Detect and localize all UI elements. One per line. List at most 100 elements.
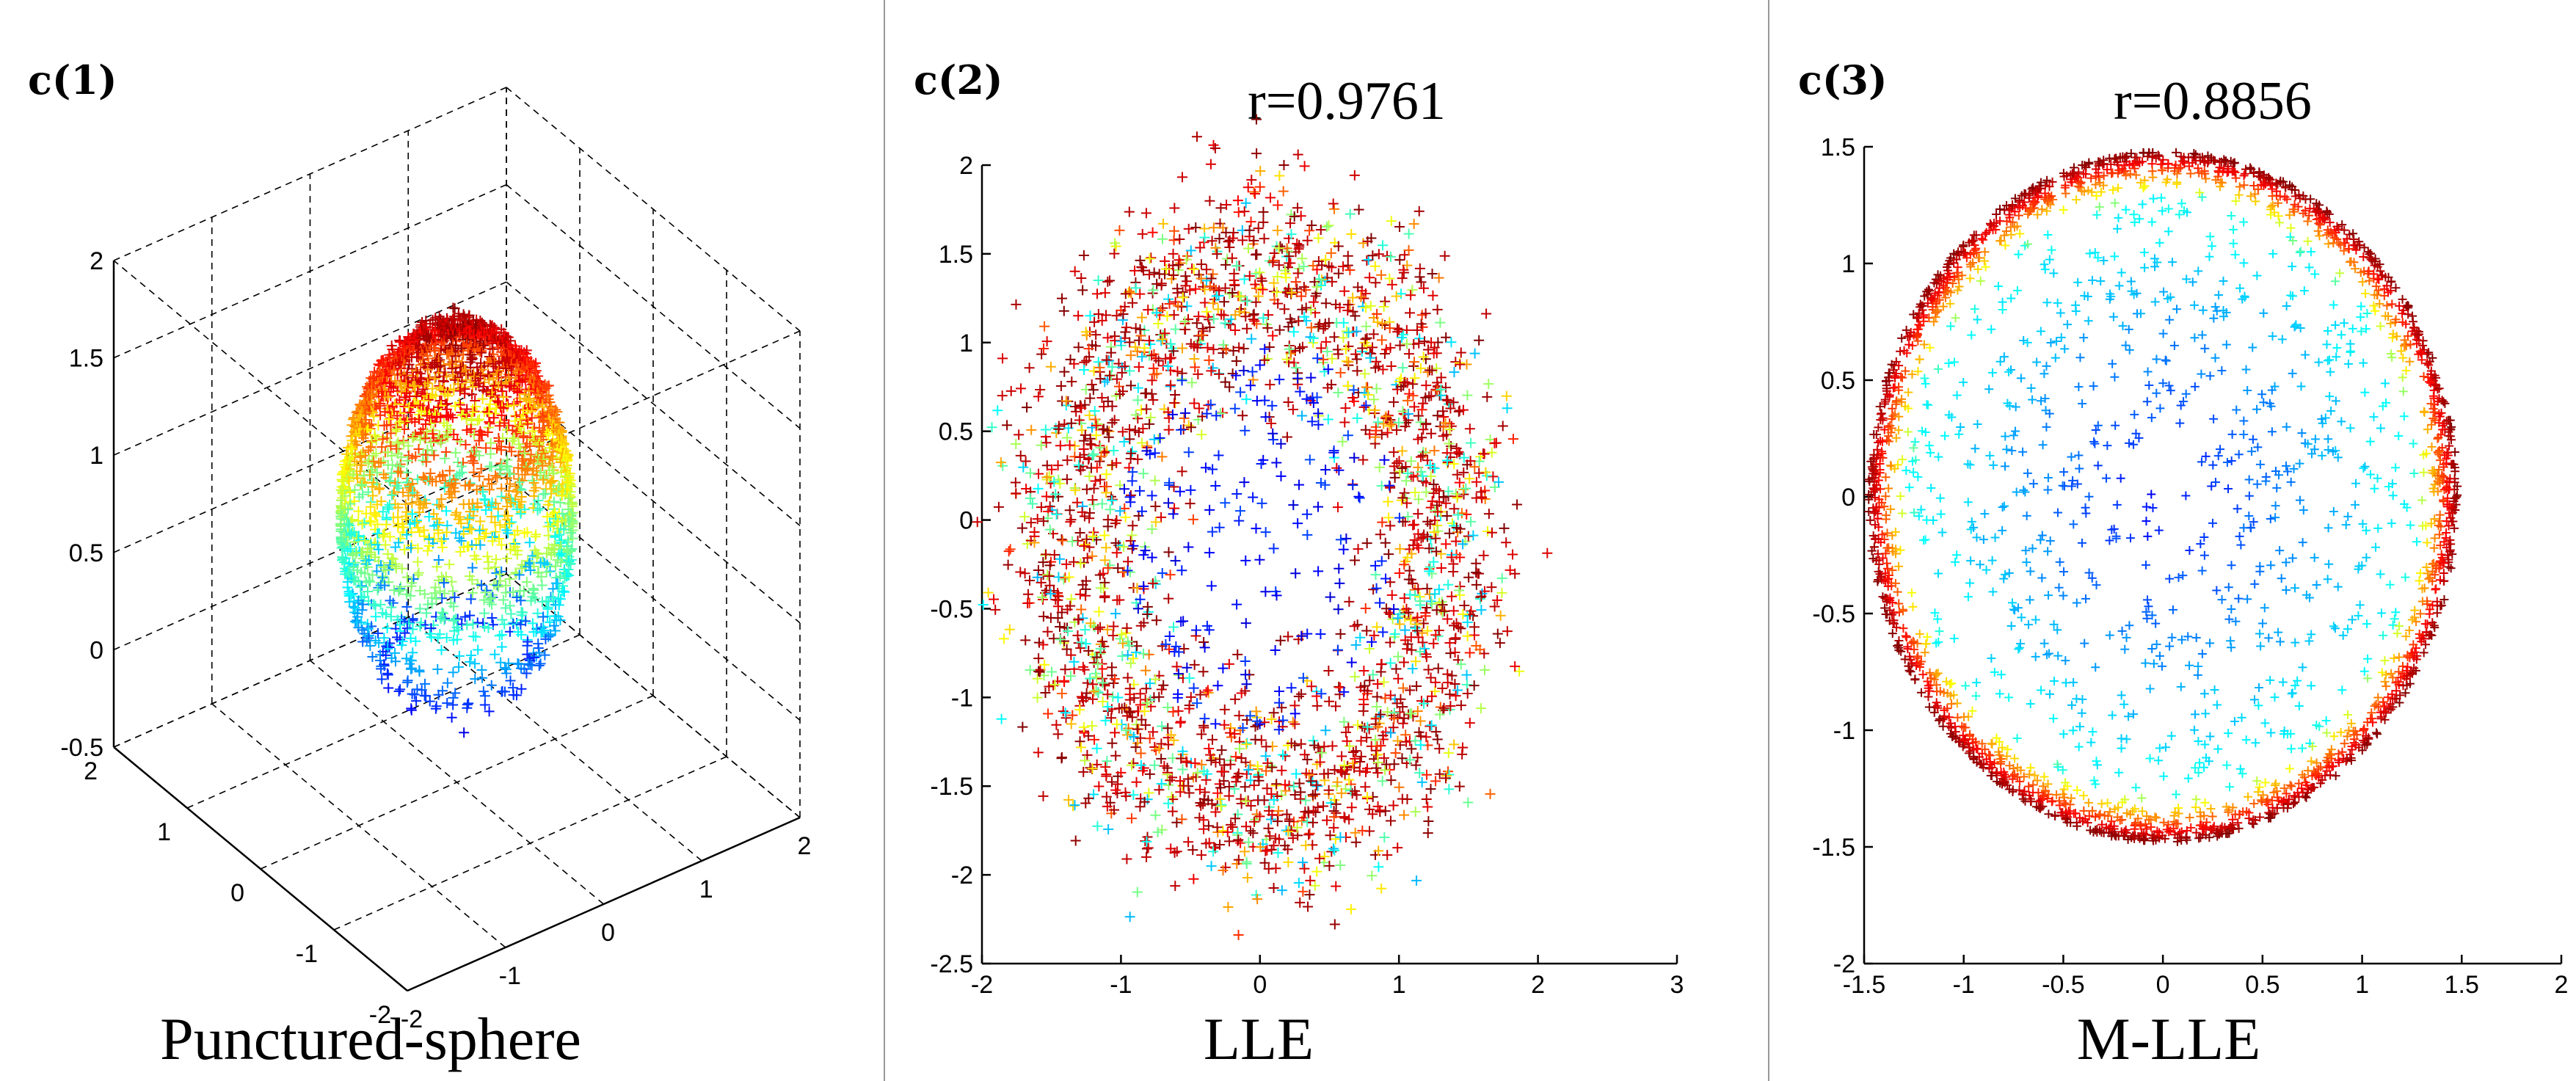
point	[482, 426, 493, 437]
point	[1462, 616, 1473, 627]
point	[401, 572, 412, 583]
point	[1397, 273, 1408, 284]
point	[1087, 694, 1098, 705]
point	[487, 599, 498, 610]
point	[1397, 363, 1408, 374]
z-tick-label: 2	[90, 247, 103, 275]
point	[1102, 689, 1113, 700]
point	[993, 501, 1004, 512]
point	[1206, 273, 1217, 284]
point	[1314, 410, 1325, 421]
point	[465, 376, 476, 387]
point	[1198, 636, 1209, 647]
point	[1135, 748, 1146, 759]
point	[1149, 369, 1160, 380]
x-tick-label: -2	[971, 971, 993, 999]
point	[1220, 259, 1231, 270]
point	[1118, 437, 1129, 448]
point	[1017, 721, 1028, 732]
point	[530, 531, 541, 542]
point	[1249, 316, 1260, 327]
point	[444, 559, 455, 570]
point	[434, 499, 445, 510]
point	[1219, 296, 1230, 307]
point	[1499, 523, 1510, 534]
point	[1447, 518, 1458, 529]
point	[1427, 290, 1438, 301]
point	[531, 365, 542, 376]
point	[1102, 756, 1113, 767]
point	[1450, 633, 1461, 644]
point	[1420, 354, 1431, 365]
point	[1323, 666, 1334, 677]
point	[1339, 417, 1350, 428]
point	[393, 686, 404, 697]
point	[1455, 347, 1466, 358]
point	[1289, 718, 1300, 729]
point	[1185, 691, 1196, 702]
point	[1127, 760, 1138, 771]
panel-label-2: c(2)	[914, 57, 1003, 103]
point	[1487, 527, 1497, 538]
point	[997, 353, 1008, 364]
point	[455, 399, 466, 410]
point	[1233, 207, 1244, 218]
point	[1189, 659, 1200, 670]
point	[1402, 644, 1413, 655]
point	[1380, 693, 1391, 704]
point	[1460, 483, 1471, 494]
y-tick-label: 0.5	[939, 418, 973, 446]
point	[1124, 206, 1135, 217]
point	[1073, 342, 1084, 353]
point	[1431, 605, 1442, 616]
point	[1135, 255, 1146, 266]
point	[1138, 648, 1149, 659]
point	[1423, 664, 1434, 675]
point	[1481, 308, 1492, 319]
point	[1249, 189, 1260, 200]
point	[1335, 831, 1346, 842]
y-tick-label: -1.5	[930, 773, 973, 801]
point	[524, 537, 535, 548]
point	[1461, 679, 1472, 690]
point	[997, 390, 1008, 401]
point	[1176, 343, 1187, 354]
point	[1364, 272, 1375, 283]
point	[1360, 782, 1371, 793]
y-tick-label: -1	[296, 940, 318, 968]
point	[1014, 429, 1025, 440]
point	[1377, 776, 1388, 787]
point	[1361, 538, 1372, 549]
point	[1025, 665, 1036, 676]
point	[1394, 340, 1405, 351]
point	[1064, 505, 1075, 516]
point	[1140, 665, 1151, 676]
point	[1066, 594, 1077, 605]
point	[1375, 529, 1386, 540]
point	[1231, 356, 1242, 367]
wall-grid-h1	[113, 281, 507, 456]
point	[1190, 283, 1201, 294]
point	[499, 619, 510, 630]
point	[1168, 735, 1179, 746]
y-tick-label: -2	[951, 862, 973, 889]
point	[1510, 661, 1521, 672]
point	[1329, 919, 1340, 930]
point	[1154, 691, 1165, 702]
point	[490, 561, 501, 572]
point	[1025, 467, 1036, 478]
point	[1077, 285, 1088, 296]
x-tick-label: 1	[699, 876, 713, 903]
point	[1108, 445, 1119, 456]
point	[1386, 727, 1397, 738]
point	[1299, 749, 1310, 760]
point	[1124, 911, 1135, 922]
point	[1229, 783, 1240, 794]
point	[1373, 249, 1384, 260]
point	[1433, 630, 1444, 641]
point	[1462, 630, 1473, 641]
point	[1244, 225, 1255, 236]
point	[1015, 567, 1026, 578]
point	[1331, 881, 1342, 892]
point	[1241, 394, 1252, 405]
